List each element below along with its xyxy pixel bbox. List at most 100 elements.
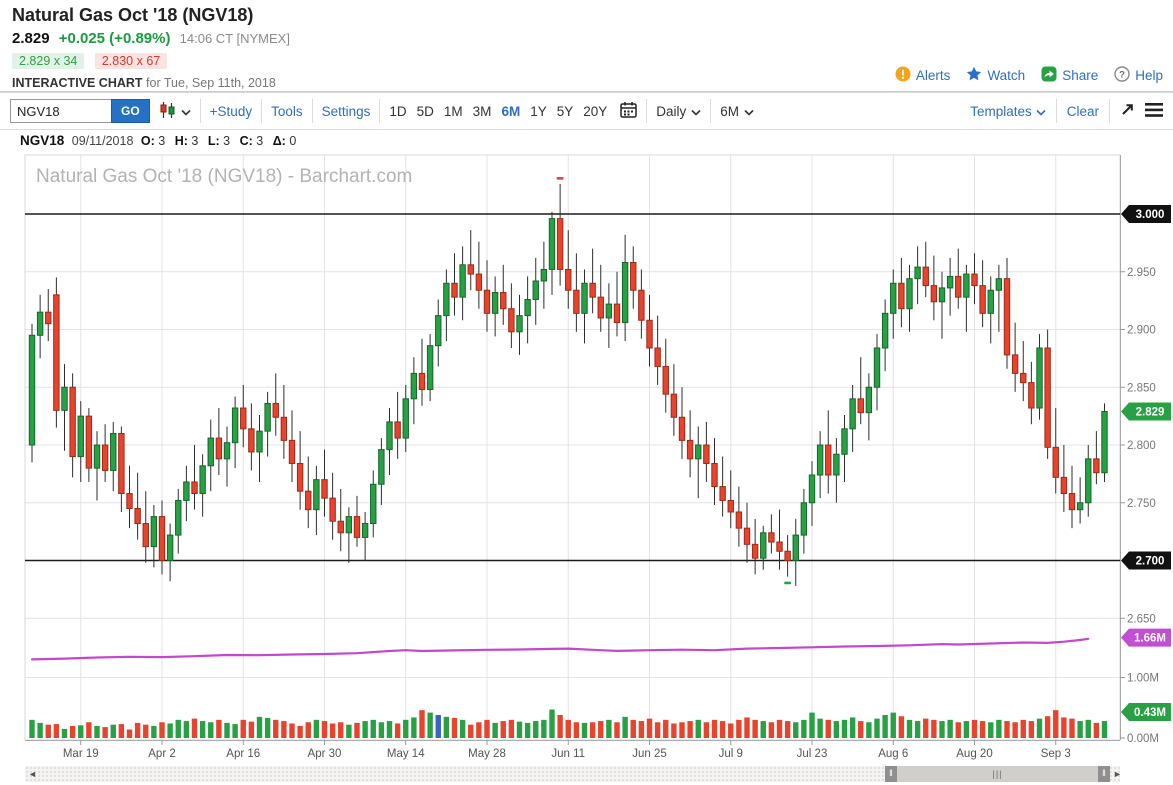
toolbar-divider	[710, 99, 712, 123]
axis-badge	[1121, 205, 1171, 223]
candlesticks	[28, 183, 1108, 586]
ohlc-symbol: NGV18	[20, 133, 65, 148]
chart-type-selector[interactable]	[159, 101, 191, 122]
axis-badge	[1121, 702, 1171, 721]
help-link[interactable]: ? Help	[1114, 66, 1163, 85]
scrollbar-right-arrow[interactable]: ►	[1113, 769, 1122, 779]
hamburger-menu-icon	[1145, 102, 1163, 120]
header-divider	[0, 91, 1173, 92]
chevron-down-icon	[1036, 104, 1046, 119]
calendar-button[interactable]	[620, 101, 638, 121]
price-change: +0.025 (+0.89%)	[58, 30, 171, 47]
range-buttons: 1D 5D 1M 3M 6M 1Y 5Y 20Y	[389, 104, 607, 119]
toolbar-divider	[1109, 99, 1110, 123]
price-axis-badges: 3.000 2.829 2.700 1.66M 0.43M	[1121, 205, 1171, 721]
svg-text:Jun 25: Jun 25	[632, 748, 667, 760]
range-5d[interactable]: 5D	[416, 103, 434, 119]
frequency-dropdown[interactable]: Daily	[656, 104, 701, 119]
range-1d[interactable]: 1D	[389, 103, 407, 119]
toolbar-divider	[646, 99, 648, 123]
period-high-marker	[556, 176, 564, 180]
svg-text:May 28: May 28	[468, 748, 506, 760]
calendar-icon	[620, 101, 638, 121]
symbol-input[interactable]	[10, 99, 111, 123]
svg-text:1.66M: 1.66M	[1134, 633, 1166, 645]
bid-ask-row: 2.829 x 34 2.830 x 67	[12, 52, 290, 70]
period-low-marker	[784, 581, 792, 585]
svg-text:Apr 16: Apr 16	[226, 748, 260, 760]
templates-dropdown[interactable]: Templates	[970, 104, 1046, 119]
popout-button[interactable]	[1120, 102, 1135, 120]
help-icon: ?	[1114, 66, 1130, 85]
svg-text:2.950: 2.950	[1127, 267, 1156, 279]
share-icon	[1041, 66, 1057, 85]
svg-text:2.800: 2.800	[1127, 440, 1156, 452]
svg-text:3.000: 3.000	[1136, 209, 1165, 221]
share-link[interactable]: Share	[1041, 66, 1098, 85]
toolbar-divider	[199, 99, 201, 123]
zoom-dropdown[interactable]: 6M	[720, 104, 754, 119]
scrollbar-grip: |||	[992, 769, 1003, 779]
svg-text:2.900: 2.900	[1127, 325, 1156, 337]
toolbar-divider	[311, 99, 313, 123]
watch-link[interactable]: Watch	[966, 66, 1025, 85]
chart-watermark: Natural Gas Oct '18 (NGV18) - Barchart.c…	[36, 166, 412, 187]
ask-quote: 2.830 x 67	[94, 53, 168, 69]
tools-button[interactable]: Tools	[271, 103, 303, 119]
toolbar-divider	[1055, 99, 1057, 123]
range-1y[interactable]: 1Y	[530, 103, 547, 119]
svg-text:2.850: 2.850	[1127, 382, 1156, 394]
svg-text:?: ?	[1119, 69, 1125, 80]
chevron-down-icon	[181, 104, 191, 119]
range-1m[interactable]: 1M	[443, 103, 463, 119]
ohlc-info-bar: NGV18 09/11/2018 O: 3 H: 3 L: 3 C: 3 Δ: …	[20, 133, 297, 148]
interactive-chart-label: INTERACTIVE CHART	[12, 76, 143, 90]
chart-scrollbar-track[interactable]	[25, 766, 1120, 782]
scrollbar-right-handle[interactable]: ‖	[1098, 766, 1110, 782]
svg-text:0.43M: 0.43M	[1134, 707, 1166, 719]
ohlc-date: 09/11/2018	[71, 134, 134, 148]
svg-text:Aug 6: Aug 6	[878, 748, 908, 760]
toolbar-right-group: Templates Clear	[970, 99, 1163, 123]
axis-badge	[1121, 402, 1171, 421]
price-axis-labels: 2.950 2.900 2.850 2.800 2.750 2.650 1.00M 0.00M	[1120, 267, 1159, 745]
scrollbar-left-arrow[interactable]: ◄	[28, 769, 37, 779]
svg-text:Jul 23: Jul 23	[797, 748, 828, 760]
svg-text:2.650: 2.650	[1127, 613, 1156, 625]
svg-text:2.829: 2.829	[1136, 407, 1165, 419]
chart-date-label: for Tue, Sep 11th, 2018	[146, 76, 276, 90]
expand-arrow-icon	[1120, 102, 1135, 120]
chevron-down-icon	[744, 104, 754, 119]
star-icon	[966, 66, 982, 85]
svg-text:Sep 3: Sep 3	[1041, 748, 1071, 760]
svg-text:1.00M: 1.00M	[1127, 673, 1159, 685]
scrollbar-left-handle[interactable]: ‖	[885, 766, 897, 782]
axis-badge	[1121, 628, 1171, 647]
range-6m-active[interactable]: 6M	[501, 103, 521, 119]
range-5y[interactable]: 5Y	[556, 103, 574, 119]
page-subtitle-row: INTERACTIVE CHART for Tue, Sep 11th, 201…	[12, 76, 290, 90]
range-20y[interactable]: 20Y	[583, 103, 608, 119]
clear-button[interactable]: Clear	[1066, 103, 1099, 119]
quote-time: 14:06 CT [NYMEX]	[179, 31, 290, 46]
svg-text:Mar 19: Mar 19	[63, 748, 99, 760]
svg-text:May 14: May 14	[387, 748, 425, 760]
last-price: 2.829	[12, 30, 50, 47]
header-links: Alerts Watch Share ? Help	[895, 66, 1163, 85]
chart-scrollbar-thumb[interactable]: ‖ ||| ‖	[885, 766, 1110, 782]
open-interest-line	[30, 637, 1090, 661]
add-study-button[interactable]: +Study	[209, 103, 253, 119]
bid-quote: 2.829 x 34	[12, 53, 85, 69]
chevron-down-icon	[691, 104, 701, 119]
alerts-link[interactable]: Alerts	[895, 66, 950, 85]
svg-text:Aug 20: Aug 20	[956, 748, 992, 760]
range-3m[interactable]: 3M	[472, 103, 492, 119]
settings-button[interactable]: Settings	[321, 103, 371, 119]
menu-button[interactable]	[1145, 102, 1163, 120]
toolbar-divider	[379, 99, 381, 123]
candlestick-icon	[159, 101, 178, 122]
go-button[interactable]: GO	[111, 99, 150, 123]
toolbar-divider	[261, 99, 263, 123]
